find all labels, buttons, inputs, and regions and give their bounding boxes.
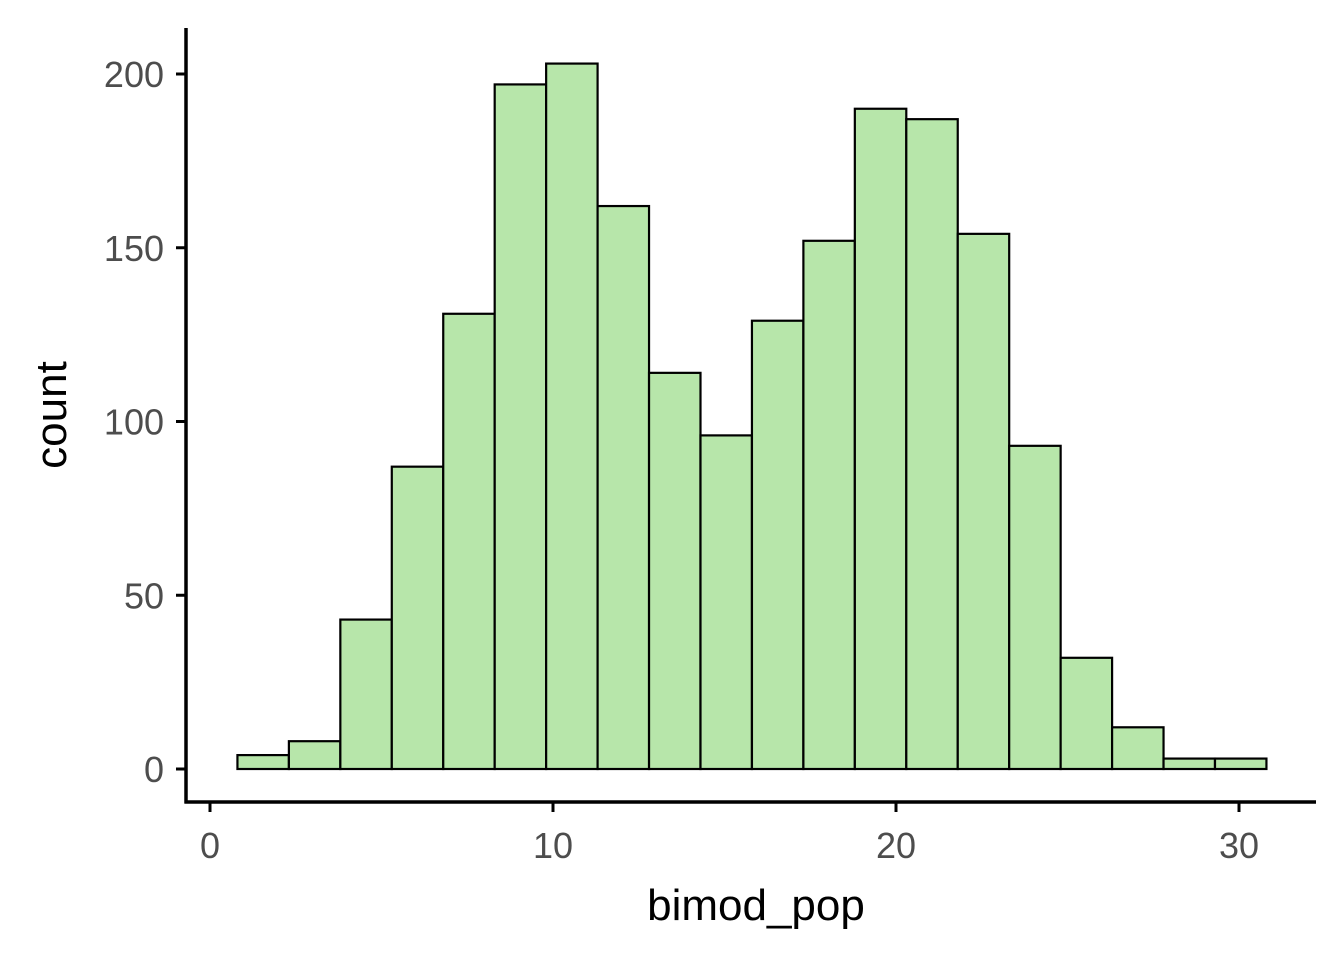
y-tick-label: 200 [104,54,164,95]
histogram-bar [1162,757,1217,771]
x-tick-label: 0 [200,825,220,866]
x-axis-ticks: 0 10 20 30 [200,802,1259,866]
y-tick-label: 0 [144,749,164,790]
histogram-bar [390,465,445,771]
histogram-bar [596,204,651,771]
histogram-bar [647,371,702,771]
histogram-bar [236,753,290,771]
histogram-bar [802,239,856,771]
y-tick-label: 100 [104,402,164,443]
histogram-bar [699,434,754,771]
x-tick-label: 10 [533,825,573,866]
y-tick-label: 50 [124,575,164,616]
histogram-bar [1008,444,1062,771]
histogram-bar [750,319,805,771]
histogram-bar [1059,656,1114,771]
histogram-bar [1110,726,1165,771]
histogram-bar [545,62,599,771]
y-tick-label: 150 [104,228,164,269]
histogram-bar [1213,757,1268,771]
histogram-bar [442,312,496,771]
x-tick-label: 30 [1219,825,1259,866]
x-tick-label: 20 [876,825,916,866]
histogram-bar [493,83,548,771]
histogram-bar [905,118,959,771]
histogram-bar [956,232,1011,771]
histogram-bar [287,740,342,771]
histogram-bar [853,107,908,771]
histogram-bars [236,62,1268,771]
y-axis-ticks: 0 50 100 150 200 [104,54,186,790]
y-axis-title: count [27,361,76,469]
x-axis-title: bimod_pop [647,881,865,930]
histogram-bar [339,618,393,771]
